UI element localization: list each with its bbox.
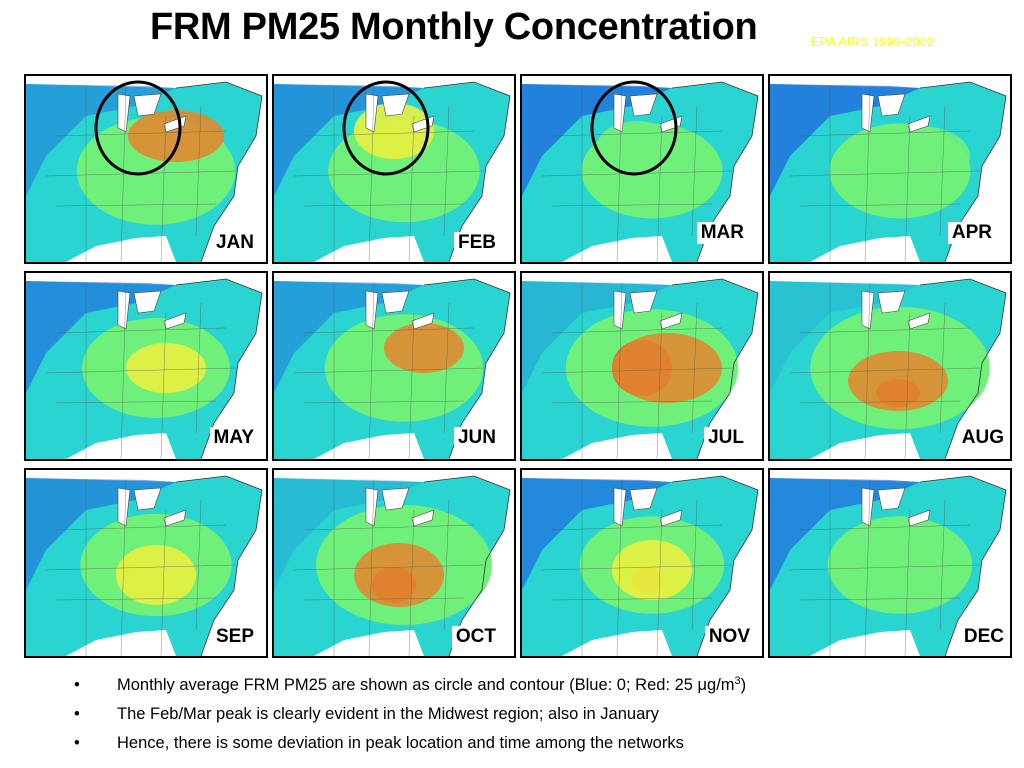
month-label: JAN <box>211 232 258 254</box>
bullet-text: The Feb/Mar peak is clearly evident in t… <box>117 705 660 723</box>
concentration-map <box>274 470 514 656</box>
month-label: NOV <box>704 626 754 648</box>
month-map-panel: MAY <box>24 271 268 461</box>
month-map-panel: DEC <box>768 468 1012 658</box>
month-label: MAR <box>696 222 748 244</box>
highlight-circle <box>342 80 430 176</box>
month-map-panel: JUN <box>272 271 516 461</box>
concentration-map <box>522 76 762 262</box>
month-label: OCT <box>451 626 500 648</box>
concentration-map <box>26 76 266 262</box>
month-map-panel: SEP <box>24 468 268 658</box>
month-map-panel: OCT <box>272 468 516 658</box>
month-label: MAY <box>209 427 258 449</box>
month-map-panel: JUL <box>520 271 764 461</box>
month-label: DEC <box>959 626 1008 648</box>
month-map-panel: AUG <box>768 271 1012 461</box>
bullet-item: • The Feb/Mar peak is clearly evident in… <box>74 701 1004 730</box>
month-label: JUL <box>704 427 748 449</box>
highlight-circle <box>94 80 182 176</box>
bullet-item: • Hence, there is some deviation in peak… <box>74 730 1004 759</box>
month-map-panel: JAN <box>24 74 268 264</box>
concentration-map <box>274 273 514 459</box>
highlight-circle <box>590 80 678 176</box>
concentration-map <box>770 470 1010 656</box>
month-map-panel: FEB <box>272 74 516 264</box>
bullet-list: • Monthly average FRM PM25 are shown as … <box>74 672 1004 759</box>
bullet-dot-icon: • <box>74 705 80 723</box>
bullet-text: Hence, there is some deviation in peak l… <box>117 734 684 752</box>
month-label: JUN <box>453 427 500 449</box>
bullet-text: Monthly average FRM PM25 are shown as ci… <box>117 675 747 695</box>
month-map-panel: MAR <box>520 74 764 264</box>
concentration-map <box>26 470 266 656</box>
bullet-item: • Monthly average FRM PM25 are shown as … <box>74 672 1004 701</box>
bullet-dot-icon: • <box>74 676 80 694</box>
slide-title: FRM PM25 Monthly Concentration <box>150 6 758 48</box>
month-label: FEB <box>454 232 500 254</box>
month-label: SEP <box>211 626 258 648</box>
month-label: APR <box>947 222 996 244</box>
month-map-panel: APR <box>768 74 1012 264</box>
month-label: AUG <box>957 427 1008 449</box>
slide-subtitle: EPA AIRS 1999-2002 <box>811 34 935 49</box>
concentration-map <box>522 470 762 656</box>
bullet-dot-icon: • <box>74 734 80 752</box>
monthly-map-grid: JAN FEB MAR APR MAY JUN JUL AUG SEP OCT NOV DEC <box>24 74 1016 660</box>
month-map-panel: NOV <box>520 468 764 658</box>
concentration-map <box>274 76 514 262</box>
